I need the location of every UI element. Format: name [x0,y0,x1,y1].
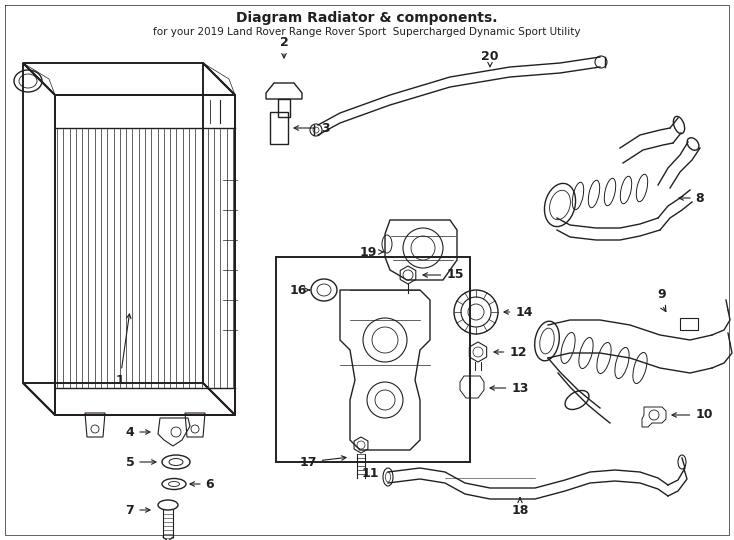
Text: 7: 7 [126,503,150,516]
Bar [278,99,290,117]
Text: 6: 6 [190,477,214,490]
Text: 5: 5 [126,456,156,469]
Text: 4: 4 [126,426,150,438]
Text: for your 2019 Land Rover Range Rover Sport  Supercharged Dynamic Sport Utility: for your 2019 Land Rover Range Rover Spo… [153,27,581,37]
Text: Diagram Radiator & components.: Diagram Radiator & components. [236,11,498,25]
Text: 1: 1 [116,314,131,387]
Text: 13: 13 [490,381,528,395]
Bar [270,112,288,144]
Text: 2: 2 [280,36,288,58]
Text: 11: 11 [361,467,379,480]
Text: 9: 9 [658,288,666,301]
Text: 16: 16 [289,284,310,296]
Text: 3: 3 [294,122,330,134]
Bar [680,318,698,330]
Text: 12: 12 [494,346,527,359]
Text: 15: 15 [423,268,464,281]
Text: 10: 10 [672,408,713,422]
Text: 18: 18 [512,498,528,516]
Text: 8: 8 [679,192,705,205]
Text: 14: 14 [504,306,533,319]
Text: 19: 19 [360,246,383,259]
Text: 20: 20 [482,50,498,67]
Text: 17: 17 [299,456,346,469]
Bar [276,257,470,462]
